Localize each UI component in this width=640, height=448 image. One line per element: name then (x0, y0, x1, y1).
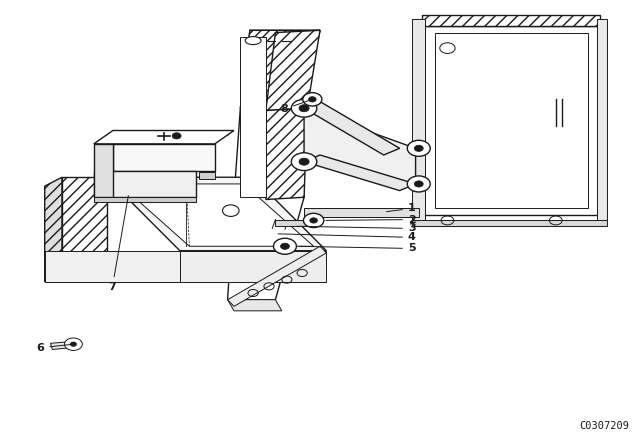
Polygon shape (304, 208, 419, 217)
Polygon shape (106, 177, 326, 251)
Text: 3: 3 (298, 224, 415, 233)
Polygon shape (597, 19, 607, 220)
Polygon shape (228, 300, 282, 311)
Circle shape (172, 133, 181, 139)
Circle shape (291, 153, 317, 171)
Polygon shape (228, 246, 326, 306)
Polygon shape (94, 171, 196, 197)
Text: 8: 8 (280, 100, 310, 114)
Polygon shape (228, 30, 320, 300)
Circle shape (291, 99, 317, 117)
Polygon shape (51, 341, 74, 349)
Text: 7: 7 (108, 196, 129, 292)
Circle shape (407, 176, 430, 192)
Polygon shape (94, 197, 196, 202)
Text: 4: 4 (278, 233, 416, 242)
Polygon shape (45, 251, 180, 282)
Circle shape (65, 338, 83, 350)
Circle shape (310, 218, 317, 223)
Text: 5: 5 (300, 243, 415, 254)
Circle shape (299, 158, 309, 165)
Circle shape (414, 181, 423, 187)
Ellipse shape (245, 37, 261, 44)
Polygon shape (180, 251, 326, 282)
Text: 1: 1 (387, 203, 416, 213)
Polygon shape (94, 130, 234, 144)
Polygon shape (94, 144, 113, 197)
Circle shape (299, 105, 309, 112)
Circle shape (70, 342, 77, 346)
Polygon shape (62, 177, 106, 273)
Polygon shape (422, 26, 600, 215)
Polygon shape (266, 30, 320, 111)
Polygon shape (241, 37, 266, 197)
Text: C0307209: C0307209 (579, 421, 629, 431)
Polygon shape (304, 102, 399, 155)
Polygon shape (119, 184, 314, 246)
Polygon shape (412, 220, 607, 226)
Text: 6: 6 (36, 343, 70, 353)
Polygon shape (45, 177, 62, 282)
Circle shape (280, 243, 289, 250)
Polygon shape (422, 15, 600, 26)
Circle shape (303, 93, 322, 106)
Circle shape (407, 140, 430, 156)
Circle shape (303, 213, 324, 228)
Circle shape (273, 238, 296, 254)
Text: 2: 2 (326, 215, 416, 224)
Circle shape (414, 145, 423, 151)
Polygon shape (199, 172, 215, 180)
Polygon shape (304, 155, 415, 190)
Polygon shape (435, 33, 588, 208)
Polygon shape (304, 108, 415, 184)
Polygon shape (113, 144, 215, 171)
Polygon shape (266, 108, 307, 199)
Polygon shape (241, 30, 320, 108)
Polygon shape (275, 220, 307, 226)
Polygon shape (412, 19, 425, 220)
Circle shape (308, 97, 316, 102)
